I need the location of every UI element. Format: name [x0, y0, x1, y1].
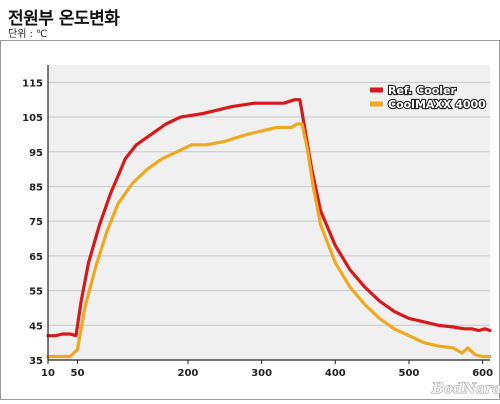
legend-label: CoolMAXX 4000: [388, 98, 486, 111]
x-tick-label: 500: [399, 368, 420, 379]
y-tick-label: 115: [22, 78, 43, 89]
watermark-logo: BodNara: [431, 381, 500, 397]
grid-lines: [48, 81, 490, 326]
series-line-2: [46, 122, 492, 359]
plot-area: [48, 65, 490, 360]
unit-label: 단위 : ℃: [8, 29, 48, 40]
series-line-1: [46, 98, 492, 338]
x-tick-label: 50: [71, 368, 85, 379]
y-tick-label: 45: [29, 321, 43, 332]
y-tick-label: 35: [29, 356, 43, 367]
y-tick-label: 85: [29, 182, 43, 193]
y-tick-label: 95: [29, 148, 43, 159]
x-tick-label: 10: [41, 368, 55, 379]
page-title: 전원부 온도변화: [8, 9, 120, 29]
series-layer: [46, 98, 492, 359]
y-tick-label: 105: [22, 113, 43, 124]
x-tick-label: 400: [325, 368, 346, 379]
axes: 35 45 55 65 75 85 95 105 115 10 50 200 300 400 500 600: [22, 65, 493, 379]
x-tick-label: 600: [472, 368, 493, 379]
y-tick-label: 55: [29, 287, 43, 298]
x-tick-label: 200: [178, 368, 199, 379]
chart-frame: 35 45 55 65 75 85 95 105 115 10 50 200 300 400 500 600 …: [0, 40, 500, 400]
x-tick-label: 300: [251, 368, 272, 379]
y-tick-label: 65: [29, 252, 43, 263]
y-tick-label: 75: [29, 217, 43, 228]
legend-label: Ref. Cooler: [388, 84, 457, 97]
